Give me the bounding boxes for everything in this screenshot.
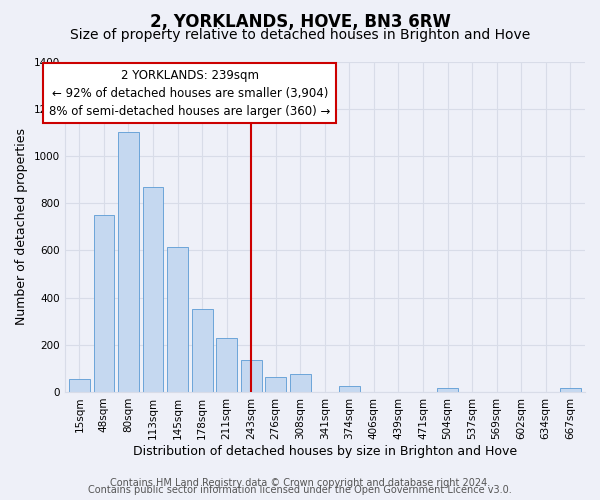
Bar <box>290 374 311 392</box>
Bar <box>94 215 115 392</box>
Bar <box>437 388 458 392</box>
Text: 2 YORKLANDS: 239sqm
← 92% of detached houses are smaller (3,904)
8% of semi-deta: 2 YORKLANDS: 239sqm ← 92% of detached ho… <box>49 68 331 117</box>
Text: Contains HM Land Registry data © Crown copyright and database right 2024.: Contains HM Land Registry data © Crown c… <box>110 478 490 488</box>
Bar <box>191 310 212 392</box>
Bar <box>560 388 581 392</box>
Text: 2, YORKLANDS, HOVE, BN3 6RW: 2, YORKLANDS, HOVE, BN3 6RW <box>149 12 451 30</box>
X-axis label: Distribution of detached houses by size in Brighton and Hove: Distribution of detached houses by size … <box>133 444 517 458</box>
Bar <box>167 247 188 392</box>
Y-axis label: Number of detached properties: Number of detached properties <box>15 128 28 325</box>
Bar <box>265 376 286 392</box>
Bar <box>69 379 90 392</box>
Bar <box>339 386 360 392</box>
Bar <box>241 360 262 392</box>
Text: Contains public sector information licensed under the Open Government Licence v3: Contains public sector information licen… <box>88 485 512 495</box>
Bar <box>118 132 139 392</box>
Bar <box>216 338 237 392</box>
Bar <box>143 186 163 392</box>
Text: Size of property relative to detached houses in Brighton and Hove: Size of property relative to detached ho… <box>70 28 530 42</box>
